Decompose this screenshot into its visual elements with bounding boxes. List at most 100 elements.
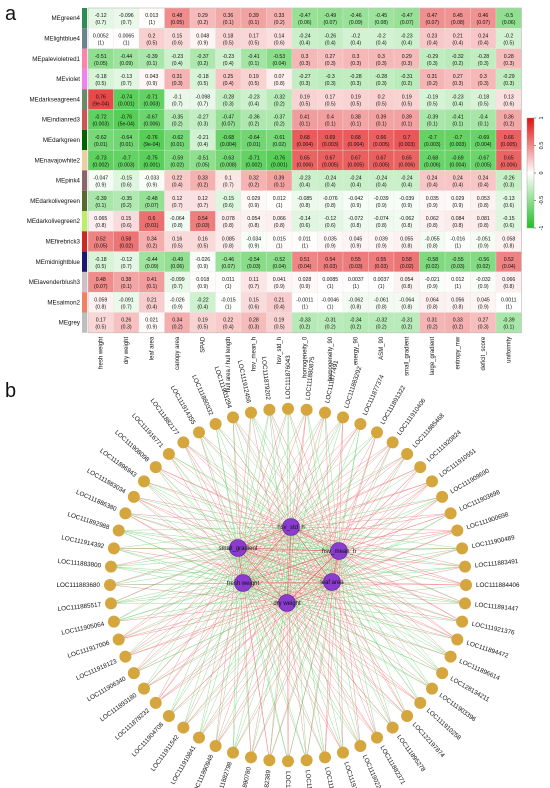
gene-node	[104, 560, 117, 573]
network-edge	[286, 602, 421, 704]
cell-correlation: -0.12	[120, 257, 132, 263]
network-edge	[232, 550, 340, 753]
cell-correlation: -0.44	[146, 257, 158, 263]
cell-pvalue: (0.8)	[376, 223, 387, 229]
gene-node	[263, 754, 276, 767]
network-edge	[113, 602, 288, 622]
cell-correlation: -0.53	[273, 54, 285, 60]
network-edge	[242, 412, 252, 584]
cell-correlation: -0.74	[120, 94, 132, 100]
network-edge	[109, 526, 292, 586]
cell-pvalue: (0.2)	[274, 101, 285, 107]
column-label: fresh weight	[99, 336, 105, 369]
cell-correlation: -0.016	[450, 236, 465, 242]
cell-correlation: -0.12	[95, 13, 107, 19]
cell-pvalue: (0.6)	[248, 304, 259, 310]
cell-correlation: -0.63	[222, 155, 234, 161]
cell-correlation: -0.047	[93, 176, 108, 182]
colorbar-tick-label: 1	[539, 116, 545, 119]
cell-correlation: 0.012	[273, 196, 286, 202]
network-edge	[290, 526, 451, 657]
network-edge	[290, 526, 393, 728]
cell-correlation: 0.33	[274, 13, 284, 19]
cell-pvalue: (0.008)	[220, 162, 237, 168]
cell-correlation: -0.12	[324, 216, 336, 222]
gene-node	[354, 418, 367, 431]
column-label: canopy area	[175, 336, 181, 370]
network-edge	[118, 530, 288, 604]
cell-correlation: 0.21	[147, 297, 157, 303]
row-label: MEfirebrick3	[46, 238, 81, 245]
gene-node	[354, 739, 367, 752]
network-edge	[215, 602, 288, 747]
cell-correlation: 0.2	[378, 94, 385, 100]
network-edge	[110, 566, 244, 584]
hub-edge	[290, 526, 333, 583]
network-edge	[183, 442, 244, 584]
cell-correlation: -0.034	[246, 236, 261, 242]
gene-node	[451, 633, 464, 646]
cell-correlation: 0.021	[145, 318, 158, 324]
network-edge	[143, 602, 288, 689]
network-edge	[269, 581, 333, 761]
cell-correlation: -0.67	[477, 155, 489, 161]
cell-pvalue: (0.2)	[274, 122, 285, 128]
cell-correlation: 0.066	[273, 216, 286, 222]
network-edge	[110, 547, 239, 567]
cell-correlation: 0.085	[222, 236, 235, 242]
cell-correlation: -0.34	[350, 318, 362, 324]
network-edge	[133, 550, 340, 674]
gene-label: LOC111880875	[305, 356, 317, 401]
network-edge	[110, 526, 292, 567]
cell-pvalue: (0.3)	[223, 101, 234, 107]
cell-pvalue: (0.9)	[376, 203, 387, 209]
cell-correlation: 0.51	[300, 257, 310, 263]
column-label: large_gradient	[430, 336, 436, 375]
network-edge	[250, 581, 333, 758]
network-edge	[324, 581, 333, 758]
cell-correlation: -0.13	[503, 196, 515, 202]
cell-correlation: -0.58	[426, 257, 438, 263]
network-edge	[183, 442, 333, 583]
cell-pvalue: (0.1)	[452, 122, 463, 128]
network-edge	[286, 513, 451, 604]
cell-correlation: -0.23	[248, 94, 260, 100]
cell-correlation: -0.28	[477, 54, 489, 60]
cell-pvalue: (0.03)	[349, 264, 363, 270]
cell-correlation: 0.3	[301, 54, 308, 60]
cell-correlation: -0.091	[119, 297, 134, 303]
network-edge	[125, 513, 239, 549]
cell-pvalue: (0.8)	[248, 223, 259, 229]
network-edge	[338, 550, 467, 586]
cell-correlation: -0.73	[95, 155, 107, 161]
cell-correlation: -0.21	[197, 135, 209, 141]
network-edge	[331, 581, 433, 689]
cell-correlation: -0.47	[401, 13, 413, 19]
cell-correlation: -0.039	[374, 196, 389, 202]
cell-correlation: -0.31	[324, 318, 336, 324]
cell-pvalue: (0.4)	[325, 183, 336, 189]
gene-node	[386, 721, 399, 734]
cell-correlation: 0.035	[324, 236, 337, 242]
cell-correlation: -0.18	[197, 74, 209, 80]
gene-node	[460, 579, 472, 591]
cell-correlation: -0.7	[428, 135, 437, 141]
cell-correlation: -0.71	[248, 155, 260, 161]
network-edge	[143, 581, 333, 689]
network-edge	[242, 423, 361, 584]
cell-pvalue: (0.07)	[145, 203, 159, 209]
cell-correlation: 0.029	[451, 196, 464, 202]
cell-pvalue: (0.9)	[325, 243, 336, 249]
cell-pvalue: (0.4)	[452, 101, 463, 107]
cell-correlation: -0.026	[195, 257, 210, 263]
cell-pvalue: (0.004)	[450, 162, 467, 168]
cell-correlation: -0.22	[197, 297, 209, 303]
gene-node	[436, 490, 449, 503]
network-edge	[250, 412, 288, 604]
cell-pvalue: (0.2)	[274, 20, 285, 26]
cell-pvalue: (0.05)	[94, 61, 108, 67]
cell-pvalue: (0.9)	[478, 304, 489, 310]
cell-correlation: -0.39	[95, 196, 107, 202]
module-color-swatch	[82, 68, 87, 90]
hub-edge	[242, 581, 333, 584]
